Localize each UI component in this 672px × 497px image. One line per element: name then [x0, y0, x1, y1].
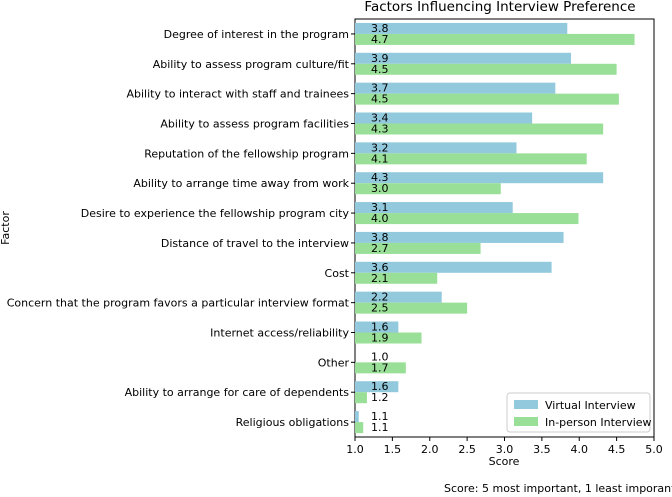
x-tick-label: 1.5 [384, 443, 402, 456]
bar-virtual [355, 172, 604, 184]
legend-label: In-person Interview [545, 416, 652, 429]
bar-virtual [355, 381, 399, 393]
y-tick-label: Concern that the program favors a partic… [7, 297, 350, 310]
data-label: 2.2 [371, 291, 389, 304]
bars-layer [355, 22, 635, 434]
bar-in-person [355, 272, 438, 284]
legend-swatch [514, 417, 538, 426]
data-label: 1.0 [371, 350, 389, 363]
bar-in-person [355, 33, 635, 45]
x-axis: 1.0 1.5 2.0 2.5 3.0 3.5 4.0 4.5 5.0 [346, 437, 663, 456]
data-label: 2.7 [371, 242, 389, 255]
data-label: 3.8 [371, 231, 389, 244]
plot-frame [354, 18, 655, 438]
y-tick-label: Reputation of the fellowship program [144, 147, 349, 160]
bar-in-person [355, 183, 501, 195]
data-label: 3.2 [371, 141, 389, 154]
y-axis-label: Factor [0, 211, 12, 245]
x-tick-label: 3.5 [533, 443, 551, 456]
data-label: 3.1 [371, 201, 389, 214]
x-tick-label: 4.5 [608, 443, 626, 456]
value-labels-layer: 3.84.73.94.53.74.53.44.33.24.14.33.03.14… [371, 22, 389, 434]
data-label: 4.0 [371, 212, 389, 225]
x-tick-label: 2.0 [421, 443, 439, 456]
y-tick-label: Ability to assess program culture/fit [153, 58, 350, 71]
y-tick-label: Ability to arrange time away from work [133, 177, 349, 190]
y-tick-label: Desire to experience the fellowship prog… [81, 207, 350, 220]
y-tick-label: Ability to arrange for care of dependent… [125, 386, 350, 399]
legend-label: Virtual Interview [545, 399, 636, 412]
x-tick-label: 1.0 [346, 443, 364, 456]
data-label: 2.5 [371, 302, 389, 315]
legend: Virtual Interview In-person Interview [506, 392, 652, 433]
x-tick-label: 5.0 [645, 443, 663, 456]
x-tick-label: 3.0 [496, 443, 514, 456]
bar-in-person [355, 93, 619, 105]
x-tick-label: 2.5 [458, 443, 476, 456]
x-tick-label: 4.0 [571, 443, 589, 456]
y-tick-label: Internet access/reliability [210, 327, 349, 340]
y-tick-label: Distance of travel to the interview [161, 237, 349, 250]
bar-in-person [355, 123, 604, 135]
data-label: 4.5 [371, 63, 389, 76]
bar-virtual [355, 112, 533, 124]
bar-in-person [355, 392, 367, 404]
y-tick-label: Cost [325, 267, 350, 280]
data-label: 4.3 [371, 171, 389, 184]
y-tick-label: Ability to interact with staff and train… [126, 88, 349, 101]
bar-virtual [355, 261, 552, 273]
data-label: 3.0 [371, 182, 389, 195]
legend-box [506, 392, 651, 433]
bar-in-person [355, 213, 579, 225]
y-axis: Degree of interest in the program Ability… [7, 28, 355, 429]
data-label: 3.6 [371, 261, 389, 274]
bar-virtual [355, 202, 513, 214]
bar-virtual [355, 291, 442, 303]
bar-virtual [355, 52, 572, 64]
bar-in-person [355, 422, 364, 434]
bar-virtual [355, 82, 556, 94]
data-label: 4.7 [371, 33, 389, 46]
bar-in-person [355, 63, 617, 75]
bar-virtual [355, 321, 399, 333]
data-label: 4.3 [371, 123, 389, 136]
y-tick-label: Ability to assess program facilities [160, 118, 349, 131]
data-label: 1.7 [371, 361, 389, 374]
score-footnote: Score: 5 most important, 1 least imporan… [444, 482, 672, 495]
data-label: 1.6 [371, 321, 389, 334]
y-tick-label: Other [318, 356, 350, 369]
data-label: 3.8 [371, 22, 389, 35]
y-tick-label: Degree of interest in the program [164, 28, 349, 41]
data-label: 2.1 [371, 272, 389, 285]
chart-title: Factors Influencing Interview Preference [364, 0, 635, 15]
data-label: 4.5 [371, 93, 389, 106]
x-axis-label: Score [489, 455, 520, 468]
data-label: 1.6 [371, 380, 389, 393]
data-label: 3.4 [371, 112, 389, 125]
data-label: 1.1 [371, 421, 389, 434]
data-label: 1.9 [371, 332, 389, 345]
bar-in-person [355, 242, 481, 254]
data-label: 4.1 [371, 152, 389, 165]
bar-virtual [355, 22, 568, 34]
data-label: 3.9 [371, 52, 389, 65]
bar-virtual [355, 142, 517, 154]
data-label: 3.7 [371, 82, 389, 95]
data-label: 1.2 [371, 391, 389, 404]
bar-in-person [355, 362, 406, 374]
data-label: 1.1 [371, 410, 389, 423]
y-tick-label: Religious obligations [236, 416, 350, 429]
bar-in-person [355, 153, 587, 165]
bar-virtual [355, 231, 564, 243]
bar-virtual [355, 411, 359, 423]
bar-in-person [355, 302, 468, 314]
legend-swatch [514, 400, 538, 409]
bar-in-person [355, 332, 422, 344]
